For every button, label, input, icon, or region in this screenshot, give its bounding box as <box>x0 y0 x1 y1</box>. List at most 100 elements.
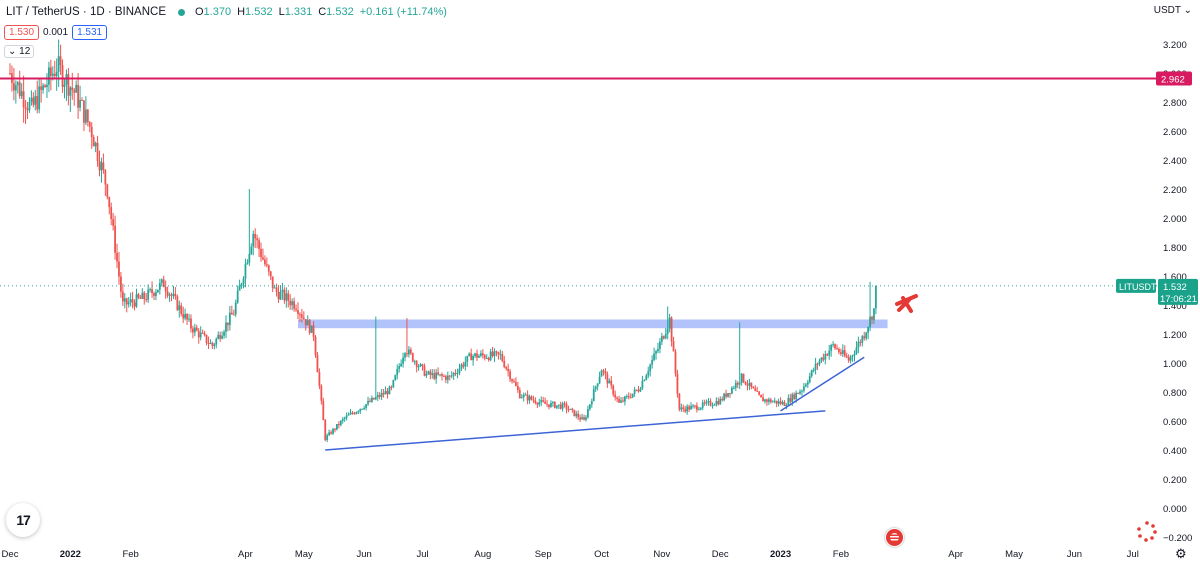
candle-body <box>439 374 441 376</box>
candle-body <box>557 404 560 406</box>
x-tick-label: 2022 <box>60 549 81 560</box>
candle-body <box>347 414 350 416</box>
candle-body <box>337 424 340 426</box>
candle-body <box>701 402 704 408</box>
candle-body <box>406 353 408 355</box>
candle-body <box>534 400 537 404</box>
x-tick-label: Jun <box>1067 549 1082 560</box>
candle-body <box>88 122 91 127</box>
candle-body <box>223 331 225 336</box>
candle-body <box>773 400 776 402</box>
candle-body <box>38 86 41 110</box>
candle-body <box>657 348 659 352</box>
candle-body <box>193 327 196 333</box>
candle-body <box>516 386 519 391</box>
market-status-icon <box>177 8 185 16</box>
candle-body <box>168 294 171 296</box>
candle-body <box>104 170 107 185</box>
candle-body <box>779 401 782 404</box>
candle-body <box>551 402 554 404</box>
candle-body <box>719 398 722 405</box>
tradingview-logo-icon[interactable]: 17 <box>6 503 40 537</box>
candle-body <box>293 301 295 309</box>
candle-body <box>141 292 144 299</box>
y-tick-label: 1.800 <box>1163 243 1187 254</box>
candle-body <box>762 397 764 402</box>
y-tick-label: 2.000 <box>1163 214 1187 225</box>
x-tick-label: Oct <box>594 549 609 560</box>
candle-body <box>108 196 111 208</box>
candle-body <box>254 233 257 239</box>
candle-body <box>236 290 239 303</box>
candle-body <box>423 365 426 376</box>
candle-body <box>384 391 387 395</box>
candle-body <box>92 137 95 147</box>
y-tick-label: 2.600 <box>1163 127 1187 138</box>
candle-body <box>260 248 262 258</box>
candle-body <box>164 286 167 292</box>
candle-body <box>273 287 276 289</box>
buy-button[interactable]: 1.531 <box>72 25 108 40</box>
candle-body <box>748 382 751 386</box>
candle-body <box>668 317 671 329</box>
candle-body <box>659 341 661 349</box>
currency-selector[interactable]: USDT ⌄ <box>1153 5 1192 16</box>
candle-body <box>544 401 547 404</box>
candle-body <box>67 74 70 96</box>
candle-body <box>861 336 864 343</box>
candle-body <box>456 372 459 374</box>
indicators-toggle-button[interactable]: ⌄ 12 <box>4 45 35 58</box>
candle-body <box>205 334 208 344</box>
y-tick-label: 1.400 <box>1163 301 1187 312</box>
sell-button[interactable]: 1.530 <box>4 25 40 40</box>
candle-body <box>369 400 371 402</box>
candle-body <box>697 409 700 411</box>
candle-body <box>548 404 550 408</box>
candle-body <box>435 372 438 379</box>
candle-body <box>116 252 118 262</box>
candle-body <box>143 292 146 300</box>
candle-body <box>174 293 177 297</box>
candle-body <box>238 285 241 291</box>
x-tick-label: Feb <box>833 549 849 560</box>
candle-body <box>711 405 714 407</box>
candle-body <box>26 108 29 111</box>
candle-body <box>427 371 430 374</box>
candle-body <box>240 283 243 286</box>
candle-body <box>371 397 373 402</box>
candle-body <box>94 142 97 147</box>
candle-body <box>789 398 792 402</box>
candle-body <box>834 344 836 349</box>
candle-body <box>84 109 87 123</box>
candle-body <box>135 294 138 307</box>
candle-body <box>12 82 15 91</box>
candle-body <box>678 393 681 410</box>
x-tick-label: Feb <box>122 549 138 560</box>
candle-body <box>731 387 733 394</box>
candle-body <box>209 342 212 344</box>
candle-body <box>583 417 585 420</box>
candle-body <box>688 406 691 410</box>
candle-body <box>491 351 494 356</box>
settings-gear-icon[interactable]: ⚙ <box>1175 546 1187 561</box>
candle-body <box>585 417 587 420</box>
candle-body <box>767 399 770 402</box>
candle-body <box>123 298 126 302</box>
candle-body <box>114 225 116 253</box>
us-flag-icon[interactable] <box>885 528 904 547</box>
candle-body <box>34 95 37 105</box>
candle-body <box>808 376 811 383</box>
candle-body <box>538 402 541 405</box>
candle-body <box>324 420 327 440</box>
candle-body <box>250 246 253 254</box>
candle-body <box>604 371 607 375</box>
symbol-title[interactable]: LIT / TetherUS · 1D · BINANCE <box>6 6 166 18</box>
candle-body <box>744 382 747 385</box>
candle-body <box>374 397 377 400</box>
candle-body <box>797 392 799 394</box>
candle-body <box>871 316 873 320</box>
candle-body <box>814 363 817 371</box>
candle-body <box>843 350 846 356</box>
candle-body <box>345 415 348 418</box>
